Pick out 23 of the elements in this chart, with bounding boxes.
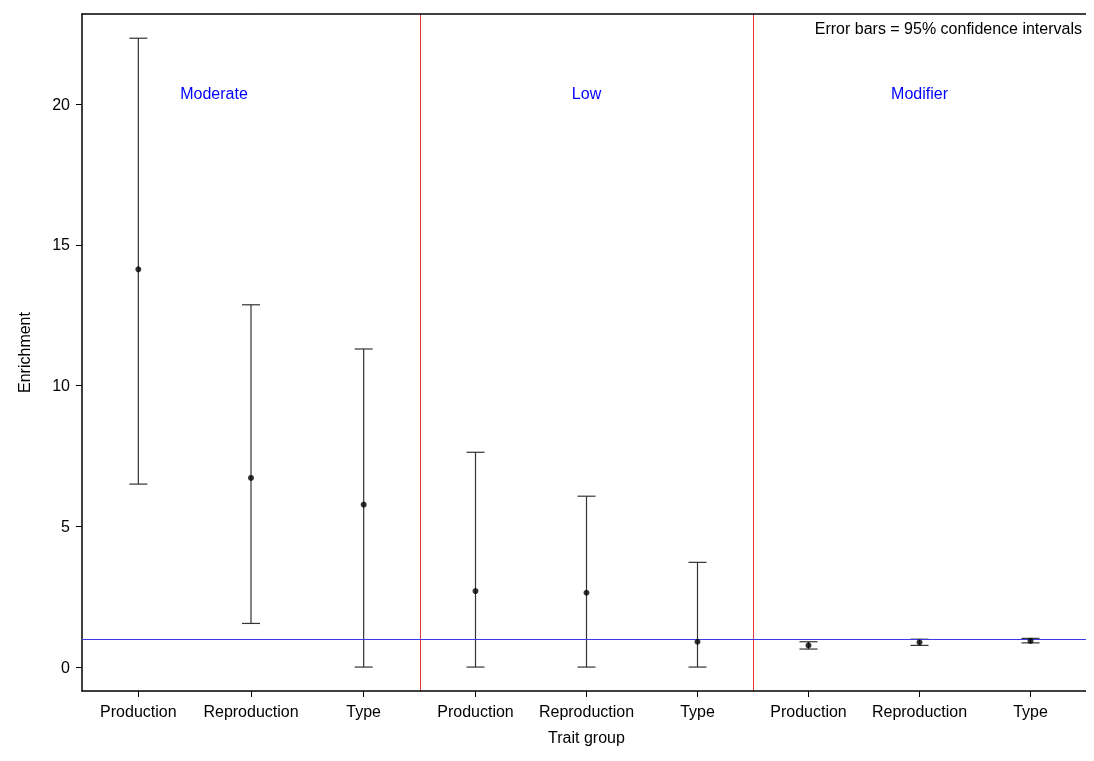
x-tick-label: Type bbox=[346, 702, 382, 720]
y-tick-label: 10 bbox=[52, 377, 71, 395]
point bbox=[248, 474, 254, 481]
text: Modifier bbox=[891, 84, 949, 102]
text: Moderate bbox=[180, 84, 248, 102]
x-tick-label: Reproduction bbox=[203, 702, 299, 720]
x-tick-label: Production bbox=[770, 702, 847, 720]
y-tick-label: 0 bbox=[61, 658, 71, 676]
y-tick-label: 15 bbox=[52, 236, 71, 254]
point bbox=[135, 266, 142, 273]
annotation: Error bars = 95% confidence intervals bbox=[814, 19, 1083, 37]
x-tick-label: Reproduction bbox=[871, 702, 968, 720]
text: Low bbox=[571, 84, 602, 102]
x-tick-label: Type bbox=[680, 702, 715, 720]
x-tick-label: Reproduction bbox=[538, 702, 635, 720]
y-tick-label: 5 bbox=[61, 517, 71, 535]
x-tick-label: Type bbox=[1013, 702, 1048, 720]
y-tick-label: 20 bbox=[52, 95, 71, 113]
y-axis-title: Enrichment bbox=[15, 311, 33, 393]
x-axis-title: Trait group bbox=[548, 728, 625, 746]
x-tick-label: Production bbox=[100, 702, 177, 720]
point bbox=[360, 501, 367, 508]
x-tick-label: Production bbox=[437, 702, 514, 720]
